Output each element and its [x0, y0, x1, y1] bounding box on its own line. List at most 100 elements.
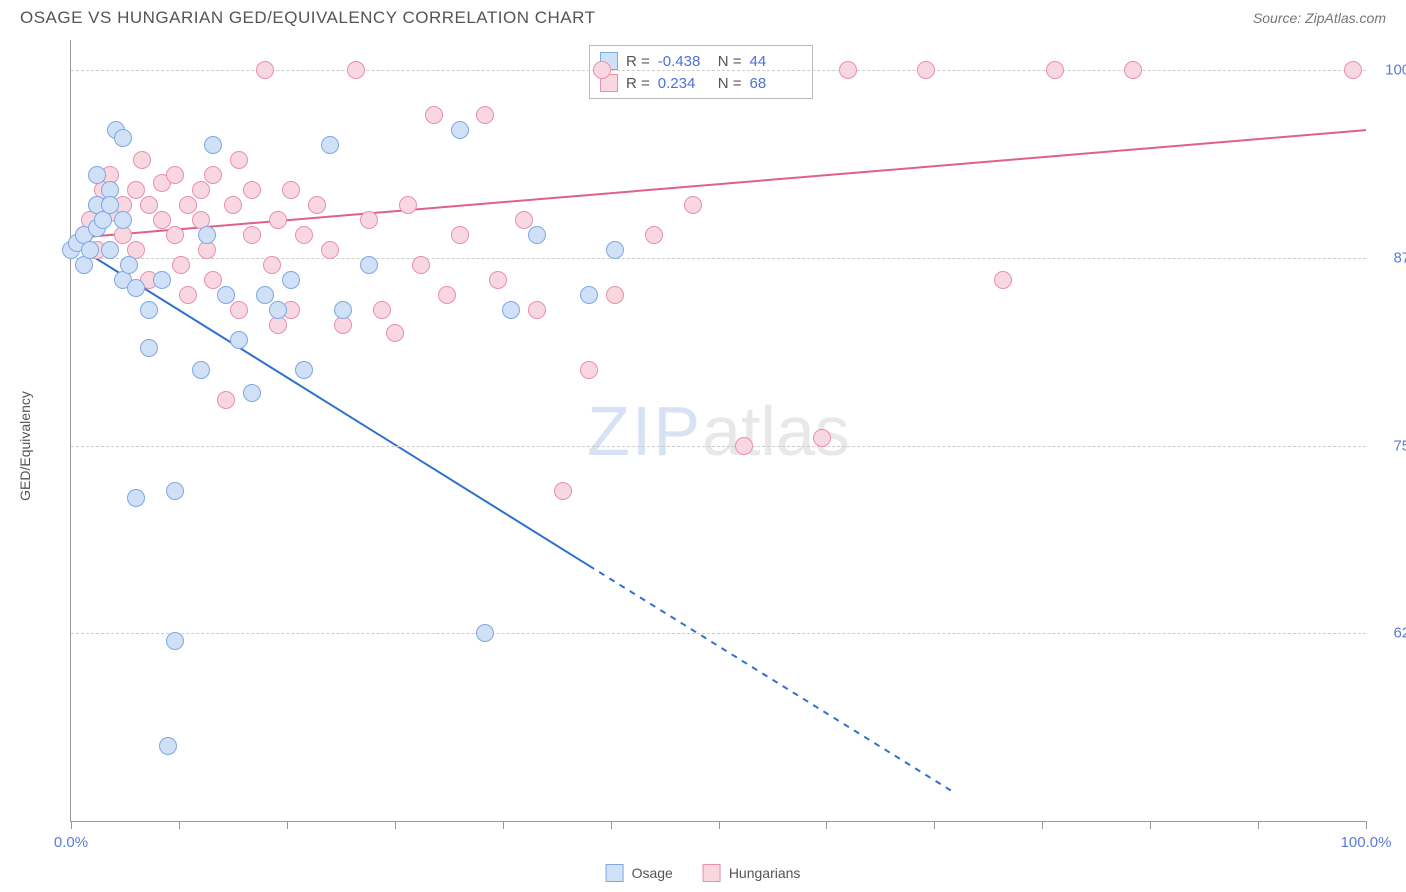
scatter-point-hungarians [735, 437, 753, 455]
scatter-point-osage [256, 286, 274, 304]
chart-area: GED/Equivalency ZIPatlas R =-0.438N =44R… [50, 40, 1396, 852]
scatter-point-hungarians [256, 61, 274, 79]
stat-r-value: 0.234 [658, 75, 710, 92]
stat-n-label: N = [718, 53, 742, 70]
scatter-point-osage [606, 241, 624, 259]
scatter-point-osage [166, 632, 184, 650]
y-tick-label: 75.0% [1376, 437, 1406, 454]
x-tick [1258, 821, 1259, 829]
scatter-point-hungarians [269, 211, 287, 229]
legend-swatch [703, 864, 721, 882]
x-tick [826, 821, 827, 829]
regression-line-hungarians [71, 130, 1366, 238]
gridline-h [71, 633, 1366, 634]
scatter-point-hungarians [153, 211, 171, 229]
scatter-point-osage [88, 166, 106, 184]
chart-title: OSAGE VS HUNGARIAN GED/EQUIVALENCY CORRE… [20, 8, 595, 28]
scatter-point-hungarians [192, 181, 210, 199]
x-tick [503, 821, 504, 829]
scatter-point-hungarians [476, 106, 494, 124]
x-tick [611, 821, 612, 829]
scatter-point-osage [295, 361, 313, 379]
x-tick [1150, 821, 1151, 829]
stat-n-value: 44 [750, 53, 802, 70]
scatter-point-hungarians [172, 256, 190, 274]
stats-row-osage: R = -0.438 N = 44 [600, 50, 802, 72]
regression-line-dashed-osage [589, 566, 952, 791]
stat-r-value: -0.438 [658, 53, 710, 70]
legend-label: Hungarians [729, 865, 801, 881]
scatter-point-osage [360, 256, 378, 274]
scatter-point-hungarians [684, 196, 702, 214]
scatter-point-hungarians [412, 256, 430, 274]
scatter-point-hungarians [813, 429, 831, 447]
scatter-point-hungarians [204, 271, 222, 289]
stat-r-label: R = [626, 75, 650, 92]
scatter-point-hungarians [230, 151, 248, 169]
plot-area: ZIPatlas R =-0.438N =44R =0.234N =68 62.… [70, 40, 1366, 822]
scatter-point-osage [114, 129, 132, 147]
scatter-point-hungarians [580, 361, 598, 379]
scatter-point-hungarians [515, 211, 533, 229]
scatter-point-osage [198, 226, 216, 244]
scatter-point-osage [451, 121, 469, 139]
regression-line-osage [71, 243, 589, 566]
y-axis-label: GED/Equivalency [17, 391, 33, 501]
scatter-point-osage [166, 482, 184, 500]
scatter-point-hungarians [554, 482, 572, 500]
scatter-point-hungarians [217, 391, 235, 409]
scatter-point-osage [269, 301, 287, 319]
scatter-point-hungarians [373, 301, 391, 319]
scatter-point-osage [101, 241, 119, 259]
scatter-point-hungarians [347, 61, 365, 79]
watermark: ZIPatlas [587, 391, 850, 471]
scatter-point-osage [282, 271, 300, 289]
scatter-point-hungarians [140, 196, 158, 214]
stats-legend-box: R =-0.438N =44R =0.234N =68 [589, 45, 813, 99]
scatter-point-hungarians [166, 226, 184, 244]
scatter-point-osage [192, 361, 210, 379]
gridline-h [71, 446, 1366, 447]
stats-row-hungarians: R =0.234N =68 [600, 72, 802, 94]
scatter-point-hungarians [839, 61, 857, 79]
scatter-point-hungarians [645, 226, 663, 244]
scatter-point-hungarians [1046, 61, 1064, 79]
scatter-point-hungarians [308, 196, 326, 214]
scatter-point-hungarians [425, 106, 443, 124]
scatter-point-hungarians [593, 61, 611, 79]
x-tick [287, 821, 288, 829]
regression-lines [71, 40, 1366, 821]
stat-r-label: R = [626, 53, 650, 70]
scatter-point-hungarians [489, 271, 507, 289]
scatter-point-osage [120, 256, 138, 274]
y-tick-label: 100.0% [1376, 62, 1406, 79]
scatter-point-osage [127, 489, 145, 507]
y-tick-label: 62.5% [1376, 625, 1406, 642]
scatter-point-osage [140, 339, 158, 357]
scatter-point-hungarians [204, 166, 222, 184]
scatter-point-hungarians [1124, 61, 1142, 79]
legend-item: Hungarians [703, 864, 801, 882]
scatter-point-osage [153, 271, 171, 289]
legend-item: Osage [606, 864, 673, 882]
scatter-point-hungarians [127, 181, 145, 199]
scatter-point-osage [217, 286, 235, 304]
scatter-point-osage [243, 384, 261, 402]
scatter-point-hungarians [263, 256, 281, 274]
x-tick [719, 821, 720, 829]
scatter-point-hungarians [360, 211, 378, 229]
x-tick [179, 821, 180, 829]
scatter-point-osage [114, 211, 132, 229]
x-tick-label-left: 0.0% [54, 834, 88, 851]
scatter-point-hungarians [451, 226, 469, 244]
scatter-point-hungarians [321, 241, 339, 259]
scatter-point-hungarians [243, 181, 261, 199]
scatter-point-hungarians [166, 166, 184, 184]
scatter-point-osage [204, 136, 222, 154]
scatter-point-osage [127, 279, 145, 297]
scatter-point-hungarians [179, 196, 197, 214]
scatter-point-hungarians [917, 61, 935, 79]
scatter-point-osage [230, 331, 248, 349]
y-tick-label: 87.5% [1376, 249, 1406, 266]
scatter-point-hungarians [528, 301, 546, 319]
